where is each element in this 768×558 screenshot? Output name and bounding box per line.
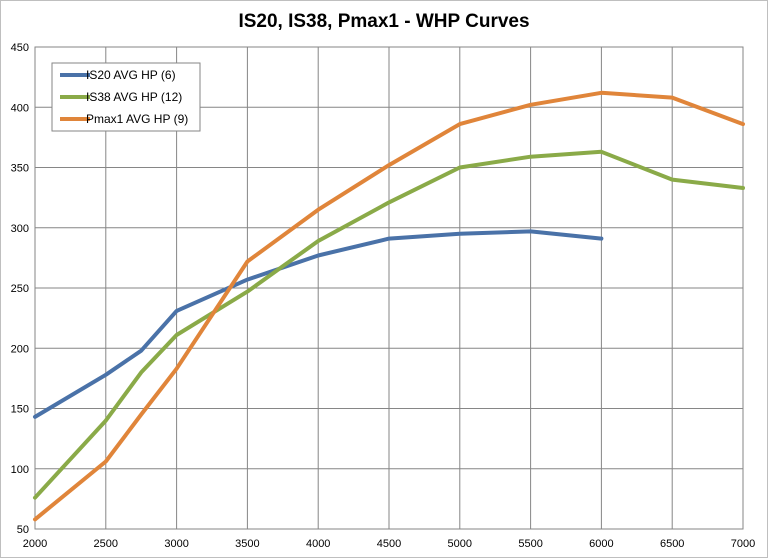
- y-tick-label: 400: [11, 102, 29, 114]
- series-lines: [33, 90, 745, 522]
- chart-title: IS20, IS38, Pmax1 - WHP Curves: [238, 11, 529, 32]
- y-tick-label: 200: [11, 343, 29, 355]
- x-tick-label: 4500: [377, 538, 401, 550]
- legend-label-0: IS20 AVG HP (6): [86, 68, 176, 82]
- legend-label-1: IS38 AVG HP (12): [86, 90, 182, 104]
- x-tick-label: 5500: [518, 538, 542, 550]
- y-tick-label: 50: [17, 524, 29, 536]
- y-tick-label: 300: [11, 223, 29, 235]
- y-tick-label: 100: [11, 464, 29, 476]
- y-tick-label: 450: [11, 42, 29, 54]
- series-line-1: [33, 149, 745, 500]
- y-axis-tick-labels: 50 100 150 200 250 300 350 400 450: [11, 42, 29, 536]
- legend-label-2: Pmax1 AVG HP (9): [86, 112, 188, 126]
- y-tick-label: 350: [11, 163, 29, 175]
- x-tick-label: 6000: [589, 538, 613, 550]
- x-tick-label: 5000: [448, 538, 472, 550]
- series-line-2: [33, 90, 745, 522]
- plot-area-frame: [34, 46, 744, 530]
- x-tick-label: 4000: [306, 538, 330, 550]
- x-tick-label: 6500: [660, 538, 684, 550]
- legend: IS20 AVG HP (6) IS38 AVG HP (12) Pmax1 AVG…: [51, 62, 201, 132]
- x-tick-label: 2500: [94, 538, 118, 550]
- x-tick-label: 3000: [164, 538, 188, 550]
- x-tick-label: 7000: [731, 538, 755, 550]
- y-tick-label: 250: [11, 283, 29, 295]
- x-tick-label: 3500: [235, 538, 259, 550]
- y-tick-label: 150: [11, 404, 29, 416]
- x-tick-label: 2000: [23, 538, 47, 550]
- x-axis-tick-labels: 2000 2500 3000 3500 4000 4500 5000 5500 6000 6500…: [23, 538, 755, 550]
